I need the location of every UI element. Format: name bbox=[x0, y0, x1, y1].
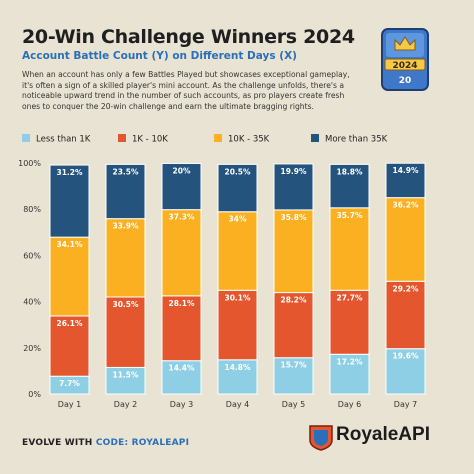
legend-swatch bbox=[214, 134, 222, 142]
legend-swatch bbox=[22, 134, 30, 142]
bar-value-label: 31.2% bbox=[56, 168, 83, 177]
bar-segment bbox=[217, 211, 258, 291]
x-tick-label: Day 6 bbox=[338, 400, 361, 409]
brand-name: RoyaleAPI bbox=[336, 424, 430, 445]
bar-value-label: 23.5% bbox=[112, 167, 139, 176]
chart-subtitle: Account Battle Count (Y) on Different Da… bbox=[22, 50, 297, 62]
y-tick-label: 100% bbox=[18, 159, 41, 168]
bar-segment bbox=[273, 292, 314, 359]
bar-segment bbox=[105, 296, 146, 368]
bar-segment bbox=[105, 163, 146, 220]
bar-segment bbox=[385, 197, 426, 282]
bar-segment bbox=[49, 164, 90, 238]
bar-value-label: 28.1% bbox=[168, 299, 195, 308]
royaleapi-logo bbox=[309, 425, 333, 451]
bar-value-label: 29.2% bbox=[392, 284, 419, 293]
bar-value-label: 20.5% bbox=[224, 167, 251, 176]
x-tick-label: Day 5 bbox=[282, 400, 305, 409]
bar-value-label: 36.2% bbox=[392, 201, 419, 210]
bar-segment bbox=[161, 209, 202, 297]
bar-value-label: 26.1% bbox=[56, 319, 83, 328]
bar-value-label: 19.9% bbox=[280, 167, 307, 176]
chart-legend: Less than 1K 1K - 10K 10K - 35K More than 3… bbox=[22, 134, 388, 145]
bar-segment bbox=[217, 359, 258, 395]
crown-icon bbox=[394, 36, 416, 51]
bar-value-label: 30.5% bbox=[112, 300, 139, 309]
bar-value-label: 11.5% bbox=[112, 370, 139, 379]
bar-segment bbox=[385, 280, 426, 350]
x-axis: Day 1 Day 2 Day 3 Day 4 Day 5 Day 6 Day 7 bbox=[58, 400, 417, 409]
legend-label: More than 35K bbox=[325, 135, 388, 145]
x-tick-label: Day 2 bbox=[114, 400, 137, 409]
bar-value-label: 28.2% bbox=[280, 296, 307, 305]
bar-value-label: 33.9% bbox=[112, 222, 139, 231]
legend-label: 1K - 10K bbox=[132, 135, 168, 145]
y-tick-label: 20% bbox=[23, 344, 41, 353]
bar-value-label: 35.8% bbox=[280, 213, 307, 222]
bar-value-label: 19.6% bbox=[392, 352, 419, 361]
bars: 7.7% 26.1% 34.1% 31.2% 11.5% 30.5% 33.9% 23.5% 1… bbox=[49, 162, 426, 395]
bar-segment bbox=[273, 163, 314, 211]
bar-value-label: 35.7% bbox=[336, 211, 363, 220]
footer-code: CODE: ROYALEAPI bbox=[95, 438, 190, 448]
legend-label: Less than 1K bbox=[36, 135, 91, 145]
bar-value-label: 7.7% bbox=[59, 379, 80, 388]
y-axis: 0% 20% 40% 60% 80% 100% bbox=[18, 159, 41, 399]
bar-value-label: 14.4% bbox=[168, 364, 195, 373]
bar-value-label: 14.9% bbox=[392, 166, 419, 175]
footer-promo: EVOLVE WITH CODE: ROYALEAPI bbox=[22, 438, 189, 448]
x-tick-label: Day 7 bbox=[394, 400, 417, 409]
bar-value-label: 15.7% bbox=[280, 361, 307, 370]
chart-description: When an account has only a few Battles P… bbox=[22, 70, 350, 111]
bar-segment bbox=[273, 209, 314, 294]
y-tick-label: 60% bbox=[23, 251, 41, 260]
footer-prefix: EVOLVE WITH bbox=[22, 438, 96, 448]
y-tick-label: 0% bbox=[28, 390, 41, 399]
bar-value-label: 14.8% bbox=[224, 363, 251, 372]
bar-segment bbox=[329, 163, 370, 209]
x-tick-label: Day 1 bbox=[58, 400, 81, 409]
bar-segment bbox=[105, 218, 146, 298]
legend-swatch bbox=[118, 134, 126, 142]
bar-segment bbox=[161, 162, 202, 211]
bar-segment bbox=[273, 357, 314, 395]
bar-value-label: 30.1% bbox=[224, 293, 251, 302]
stacked-bar-chart: Less than 1K 1K - 10K 10K - 35K More than 3… bbox=[18, 134, 426, 409]
challenge-badge: 2024 20 bbox=[381, 28, 429, 91]
legend-swatch bbox=[311, 134, 319, 142]
bar-segment bbox=[329, 207, 370, 291]
bar-value-label: 27.7% bbox=[336, 293, 363, 302]
badge-wins: 20 bbox=[399, 76, 412, 86]
bar-segment bbox=[161, 295, 202, 362]
bar-value-label: 20% bbox=[173, 166, 191, 175]
bar-segment bbox=[385, 162, 426, 199]
bar-value-label: 37.3% bbox=[168, 213, 195, 222]
bar-value-label: 34% bbox=[229, 215, 247, 224]
bar-segment bbox=[217, 163, 258, 213]
x-tick-label: Day 3 bbox=[170, 400, 193, 409]
bar-value-label: 18.8% bbox=[336, 167, 363, 176]
bar-value-label: 17.2% bbox=[336, 357, 363, 366]
x-tick-label: Day 4 bbox=[226, 400, 249, 409]
y-tick-label: 80% bbox=[23, 205, 41, 214]
bar-segment bbox=[217, 289, 258, 361]
bar-segment bbox=[329, 289, 370, 355]
page-title: 20-Win Challenge Winners 2024 bbox=[22, 26, 355, 48]
badge-year: 2024 bbox=[392, 61, 417, 71]
y-tick-label: 40% bbox=[23, 298, 41, 307]
bar-value-label: 34.1% bbox=[56, 240, 83, 249]
legend-label: 10K - 35K bbox=[228, 135, 270, 145]
